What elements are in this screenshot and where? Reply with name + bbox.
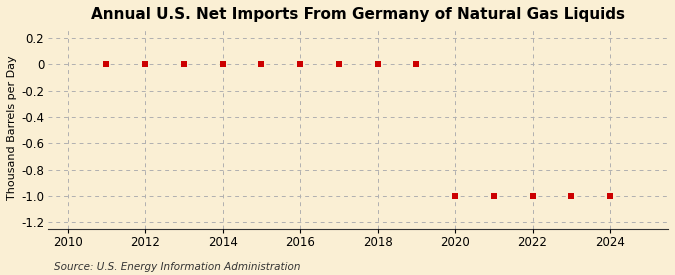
Text: Source: U.S. Energy Information Administration: Source: U.S. Energy Information Administ… [54, 262, 300, 272]
Title: Annual U.S. Net Imports From Germany of Natural Gas Liquids: Annual U.S. Net Imports From Germany of … [91, 7, 625, 22]
Y-axis label: Thousand Barrels per Day: Thousand Barrels per Day [7, 56, 17, 200]
